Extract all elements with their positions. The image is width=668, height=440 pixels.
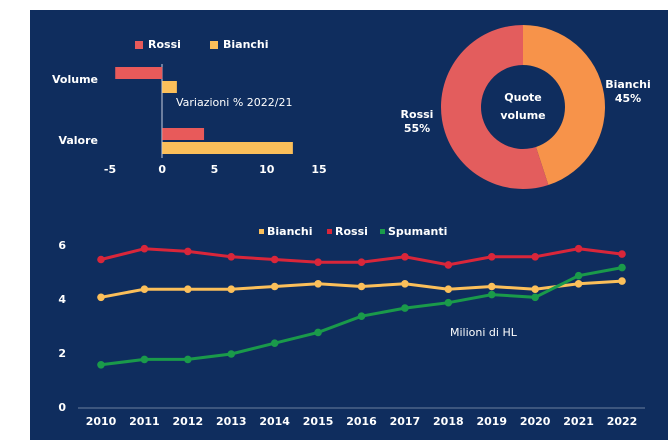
legend-label: Rossi (335, 225, 368, 238)
bar (115, 67, 163, 79)
point (487, 252, 496, 261)
point (184, 355, 192, 364)
x-tick-label: 2013 (216, 415, 247, 428)
point (531, 252, 539, 261)
x-tick-label: 10 (259, 163, 275, 176)
legend-swatch (259, 229, 264, 234)
point (618, 263, 626, 272)
x-tick-label: 2014 (259, 415, 290, 428)
point (401, 304, 409, 312)
bar (162, 142, 293, 154)
x-tick-label: 15 (311, 163, 326, 176)
point (270, 255, 279, 264)
point (227, 252, 236, 261)
legend-label: Rossi (148, 38, 181, 51)
legend-swatch (327, 229, 332, 234)
point (227, 350, 236, 358)
x-tick-label: 5 (211, 163, 219, 176)
point (531, 285, 539, 294)
point (184, 247, 192, 256)
point (487, 282, 496, 291)
x-tick-label: 2011 (129, 415, 160, 428)
y-tick-label: 6 (58, 239, 66, 252)
donut-slice (440, 25, 549, 189)
point (444, 285, 453, 294)
x-tick-label: 2022 (607, 415, 638, 428)
point (574, 244, 583, 253)
point (97, 255, 105, 264)
point (618, 277, 626, 285)
annotation: Variazioni % 2022/21 (176, 96, 292, 109)
point (270, 282, 279, 291)
x-tick-label: 2017 (390, 415, 421, 428)
legend-swatch (210, 41, 218, 49)
point (444, 261, 453, 269)
x-tick-label: 2015 (303, 415, 334, 428)
slice-value: 45% (615, 92, 641, 105)
point (401, 280, 409, 288)
x-tick-label: 2010 (86, 415, 117, 428)
x-tick-label: 2021 (563, 415, 594, 428)
point (97, 361, 105, 369)
x-tick-label: 2019 (476, 415, 507, 428)
bar (162, 128, 205, 140)
point (140, 244, 149, 253)
point (618, 250, 626, 258)
slice-value: 55% (404, 122, 430, 135)
y-tick-label: 2 (58, 347, 66, 360)
point (314, 328, 322, 337)
x-tick-label: 2012 (173, 415, 204, 428)
donut-slice (523, 25, 605, 185)
point (314, 280, 322, 288)
x-tick-label: 2020 (520, 415, 551, 428)
x-tick-label: 0 (158, 163, 166, 176)
point (444, 298, 453, 307)
y-tick-label: 0 (58, 401, 66, 414)
point (574, 271, 583, 280)
annotation: Milioni di HL (450, 326, 518, 339)
point (140, 355, 149, 364)
point (357, 282, 366, 291)
bar (162, 81, 177, 93)
x-tick-label: 2016 (346, 415, 377, 428)
point (270, 339, 279, 348)
x-tick-label: -5 (104, 163, 116, 176)
point (357, 312, 366, 321)
point (531, 293, 539, 302)
x-tick-label: 2018 (433, 415, 464, 428)
legend-label: Bianchi (267, 225, 313, 238)
point (97, 293, 105, 302)
point (487, 290, 496, 299)
slice-label: Rossi (401, 108, 434, 121)
y-tick-label: 4 (58, 293, 66, 306)
center-label: volume (500, 109, 545, 122)
point (401, 252, 409, 261)
legend-swatch (380, 229, 385, 234)
point (357, 258, 366, 267)
point (184, 285, 192, 294)
legend-label: Bianchi (223, 38, 269, 51)
legend-label: Spumanti (388, 225, 447, 238)
category-label: Volume (52, 73, 98, 86)
legend-swatch (135, 41, 143, 49)
point (227, 285, 236, 294)
center-label: Quote (504, 91, 541, 104)
point (314, 258, 322, 267)
category-label: Valore (58, 134, 98, 147)
slice-label: Bianchi (605, 78, 651, 91)
point (574, 280, 583, 288)
point (140, 285, 149, 294)
